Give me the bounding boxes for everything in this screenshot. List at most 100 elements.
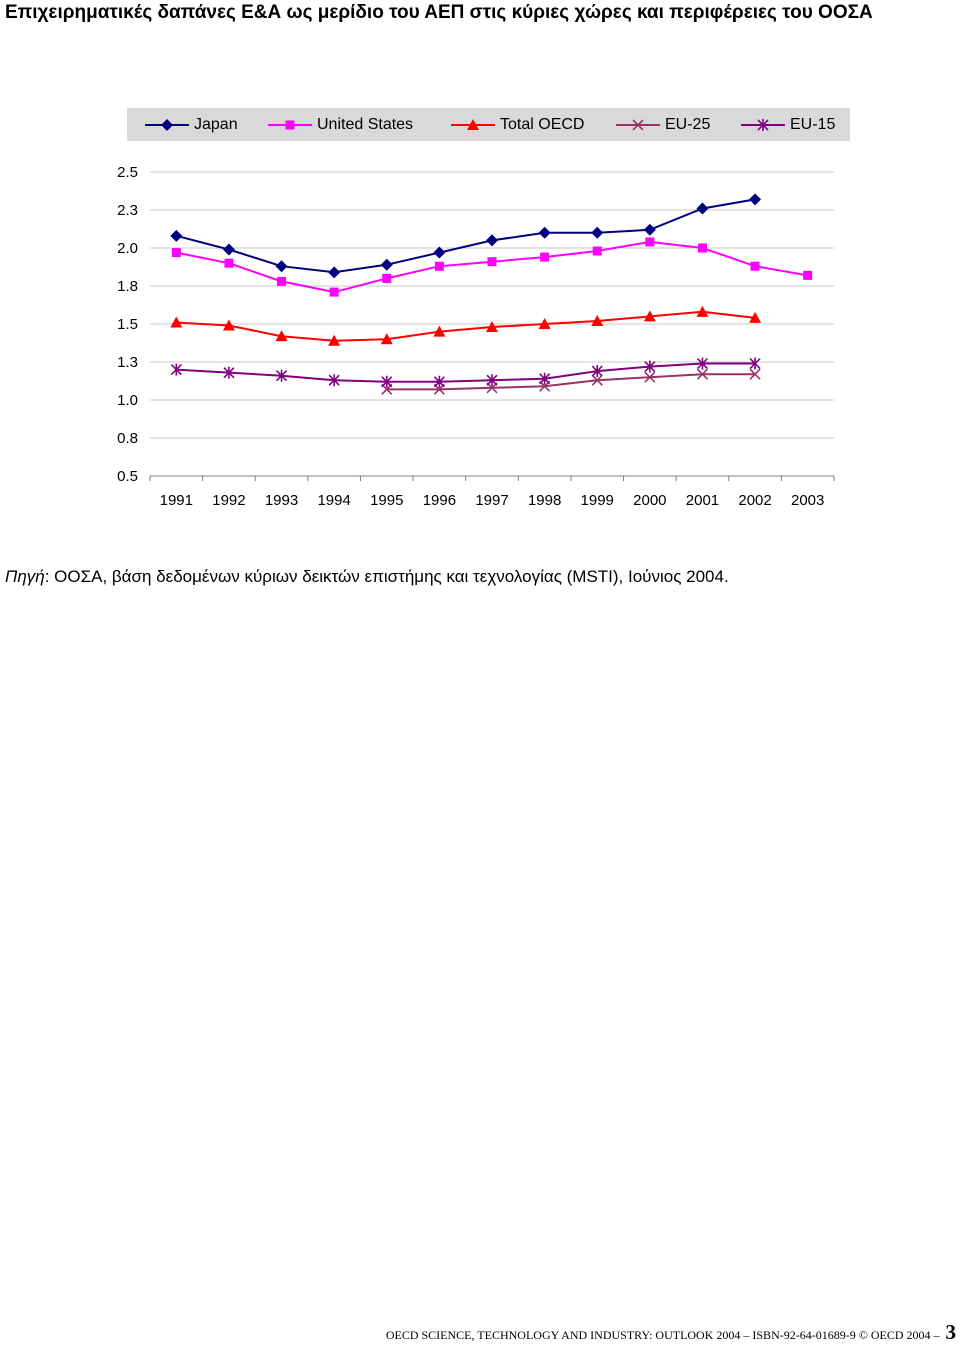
data-point xyxy=(328,266,341,279)
data-point xyxy=(328,334,341,346)
data-point xyxy=(645,237,655,247)
y-tick-label: 1.3 xyxy=(117,354,138,371)
x-tick-label: 1998 xyxy=(528,492,561,509)
data-point xyxy=(434,261,444,271)
data-point xyxy=(696,202,709,215)
data-point xyxy=(592,246,602,256)
footer-text: OECD SCIENCE, TECHNOLOGY AND INDUSTRY: O… xyxy=(385,1328,940,1342)
chart-legend: Japan United States Total OECD EU-25 EU-… xyxy=(127,108,850,141)
legend-label: EU-15 xyxy=(790,115,836,133)
x-tick-label: 1996 xyxy=(423,492,456,509)
legend-label: Total OECD xyxy=(500,115,585,133)
data-point xyxy=(643,310,656,322)
x-tick-label: 1999 xyxy=(581,492,614,509)
data-point xyxy=(486,321,498,333)
legend-item-japan: Japan xyxy=(143,108,238,141)
legend-item-eu-15: EU-15 xyxy=(739,108,835,141)
legend-swatch-eu-25 xyxy=(616,118,660,131)
y-tick-label: 1.8 xyxy=(117,278,138,295)
data-point xyxy=(749,193,762,206)
legend-item-total-oecd: Total OECD xyxy=(449,108,584,141)
data-point xyxy=(538,318,551,329)
x-tick-label: 2002 xyxy=(738,492,771,509)
y-tick-label: 1.0 xyxy=(117,392,138,409)
legend-item-united-states: United States xyxy=(266,108,413,141)
source-note: Πηγή: ΟΟΣΑ, βάση δεδομένων κύριων δεικτώ… xyxy=(5,566,729,588)
data-point xyxy=(170,363,182,376)
data-point xyxy=(222,243,235,256)
legend-swatch-japan xyxy=(145,118,189,131)
legend-marker xyxy=(467,118,479,130)
data-point xyxy=(696,305,709,317)
data-point xyxy=(591,374,603,386)
data-point xyxy=(329,287,339,297)
data-point xyxy=(224,258,234,268)
y-tick-label: 0.8 xyxy=(117,430,138,447)
data-point xyxy=(170,229,183,242)
x-tick-label: 1993 xyxy=(265,492,298,509)
data-point xyxy=(643,223,656,236)
data-point xyxy=(275,330,288,342)
source-label: Πηγή xyxy=(5,567,45,586)
x-tick-label: 2000 xyxy=(633,492,666,509)
data-point xyxy=(433,375,445,388)
data-point xyxy=(487,257,497,267)
data-point xyxy=(275,369,288,382)
y-tick-label: 0.5 xyxy=(117,468,138,485)
y-tick-label: 1.5 xyxy=(117,316,138,333)
data-point xyxy=(433,246,446,259)
data-point xyxy=(170,316,183,328)
data-point xyxy=(381,375,393,388)
data-point xyxy=(750,261,760,271)
data-point xyxy=(275,260,288,273)
data-point xyxy=(749,357,761,370)
line-chart: 0.5 0.8 1.0 1.3 1.5 1.8 2.0 2.3 2.5 1991 1992 1993 1… xyxy=(117,164,835,509)
y-tick-label: 2.5 xyxy=(117,164,138,181)
legend-item-eu-25: EU-25 xyxy=(614,108,710,141)
series-line xyxy=(176,362,756,383)
data-point xyxy=(382,273,392,283)
legend-label: United States xyxy=(317,115,414,133)
x-tick-label: 1992 xyxy=(212,492,245,509)
page-footer: OECD SCIENCE, TECHNOLOGY AND INDUSTRY: O… xyxy=(386,1320,956,1345)
data-point xyxy=(380,333,393,345)
data-point xyxy=(171,248,181,258)
legend-label: Japan xyxy=(194,115,238,133)
data-point xyxy=(486,374,498,387)
data-point xyxy=(749,368,761,380)
data-point xyxy=(696,368,709,380)
series-japan xyxy=(170,193,762,279)
x-tick-label: 2001 xyxy=(686,492,719,509)
data-point xyxy=(540,252,550,262)
data-point xyxy=(380,258,393,271)
data-point xyxy=(486,234,498,247)
chart-title: Επιχειρηματικές δαπάνες Ε&Α ως μερίδιο τ… xyxy=(5,2,873,23)
series-line xyxy=(386,373,756,391)
data-point xyxy=(749,311,762,323)
data-point xyxy=(697,243,707,253)
data-point xyxy=(591,226,604,239)
series-line xyxy=(176,198,756,274)
series-line xyxy=(176,240,808,294)
page-number: 3 xyxy=(945,1320,957,1344)
x-tick-label: 1991 xyxy=(160,492,193,509)
data-point xyxy=(433,325,446,337)
legend-swatch-united-states xyxy=(268,120,312,129)
data-point xyxy=(328,374,340,387)
x-tick-label: 2003 xyxy=(791,492,824,509)
legend-marker xyxy=(757,118,769,131)
data-point xyxy=(539,372,551,385)
legend-marker xyxy=(161,118,173,131)
data-point xyxy=(644,360,656,373)
x-tick-label: 1994 xyxy=(317,492,350,509)
y-tick-label: 2.0 xyxy=(117,240,138,257)
series-total-oecd xyxy=(170,305,762,346)
data-point xyxy=(696,357,709,370)
legend-swatch-total-oecd xyxy=(451,118,495,130)
data-point xyxy=(591,365,603,378)
data-point xyxy=(223,366,235,379)
data-point xyxy=(222,319,235,331)
legend-label: EU-25 xyxy=(665,115,711,133)
x-tick-label: 1997 xyxy=(475,492,508,509)
y-tick-label: 2.3 xyxy=(117,202,138,219)
